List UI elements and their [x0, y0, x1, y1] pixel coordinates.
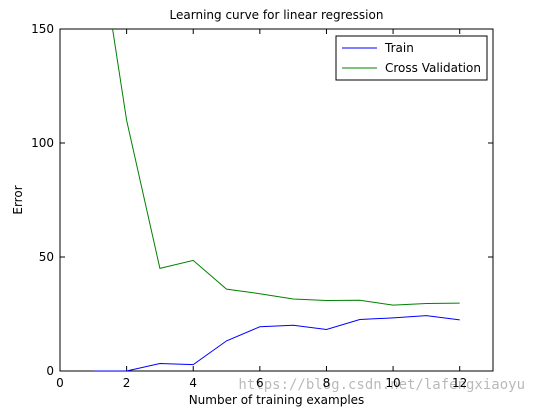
watermark: https://blog.csdn.net/lafengxiaoyu	[238, 377, 525, 393]
y-tick-label: 150	[31, 22, 54, 36]
chart-title: Learning curve for linear regression	[170, 8, 384, 22]
y-tick-label: 0	[46, 364, 54, 378]
series-lines	[93, 29, 460, 371]
x-tick-label: 10	[385, 376, 400, 390]
x-tick-label: 4	[189, 376, 197, 390]
x-tick-label: 12	[452, 376, 467, 390]
y-tick-label: 50	[39, 250, 54, 264]
x-tick-label: 6	[256, 376, 264, 390]
x-axis-label: Number of training examples	[189, 393, 365, 407]
series-line-cross-validation	[112, 29, 460, 306]
legend-label: Cross Validation	[385, 61, 481, 75]
legend-box	[335, 35, 488, 81]
plot-area	[59, 28, 494, 372]
axis-ticks: 0 2 4 6 8 10 12 0 50 100 150	[31, 22, 493, 390]
series-line-train	[93, 315, 460, 371]
legend: Train Cross Validation	[335, 35, 488, 81]
legend-label: Train	[384, 41, 414, 55]
x-tick-label: 0	[56, 376, 64, 390]
y-tick-label: 100	[31, 136, 54, 150]
y-axis-label: Error	[11, 185, 25, 214]
x-tick-label: 8	[323, 376, 331, 390]
x-tick-label: 2	[123, 376, 131, 390]
